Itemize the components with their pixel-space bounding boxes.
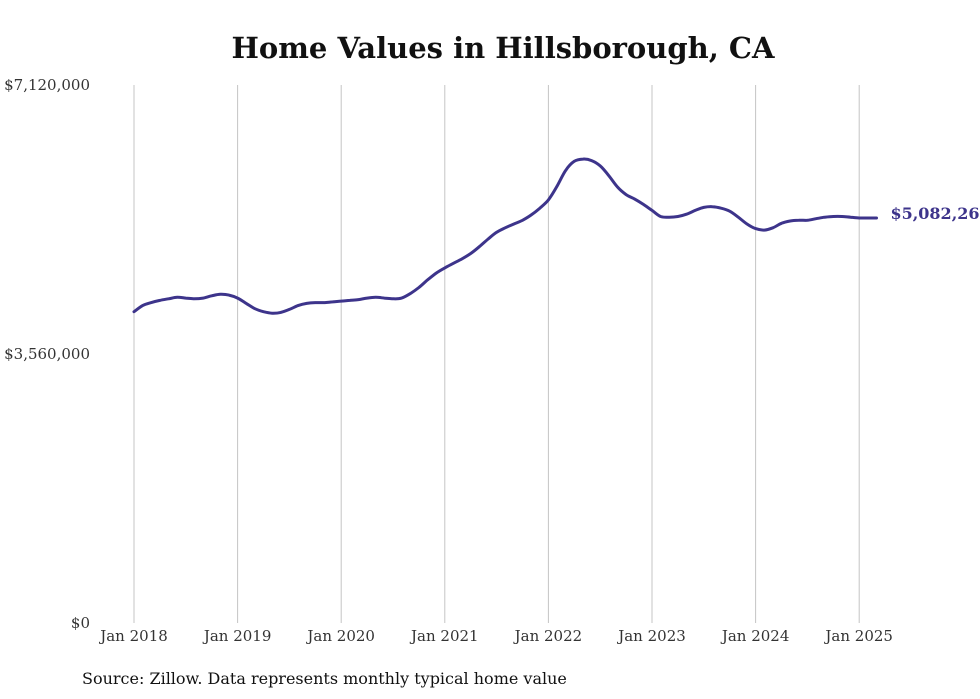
series: $5,082,26 xyxy=(132,157,980,315)
x-tick-label: Jan 2018 xyxy=(98,627,168,645)
x-tick-label: Jan 2022 xyxy=(513,627,583,645)
gridlines xyxy=(133,85,860,623)
chart-title: Home Values in Hillsborough, CA xyxy=(231,31,775,65)
x-tick-label: Jan 2020 xyxy=(305,627,375,645)
x-tick-label: Jan 2019 xyxy=(202,627,272,645)
y-axis: $0 $3,560,000 $7,120,000 xyxy=(4,76,90,632)
x-tick-label: Jan 2023 xyxy=(616,627,686,645)
y-tick-label: $0 xyxy=(71,614,90,632)
series-line xyxy=(132,157,878,315)
x-axis: Jan 2018 Jan 2019 Jan 2020 Jan 2021 Jan 2022… xyxy=(98,627,893,645)
source-note: Source: Zillow. Data represents monthly … xyxy=(82,669,567,688)
y-tick-label: $7,120,000 xyxy=(4,76,90,94)
x-tick-label: Jan 2025 xyxy=(823,627,893,645)
y-tick-label: $3,560,000 xyxy=(4,345,90,363)
end-value-label: $5,082,26 xyxy=(890,204,979,223)
x-tick-label: Jan 2024 xyxy=(720,627,790,645)
x-tick-label: Jan 2021 xyxy=(409,627,479,645)
